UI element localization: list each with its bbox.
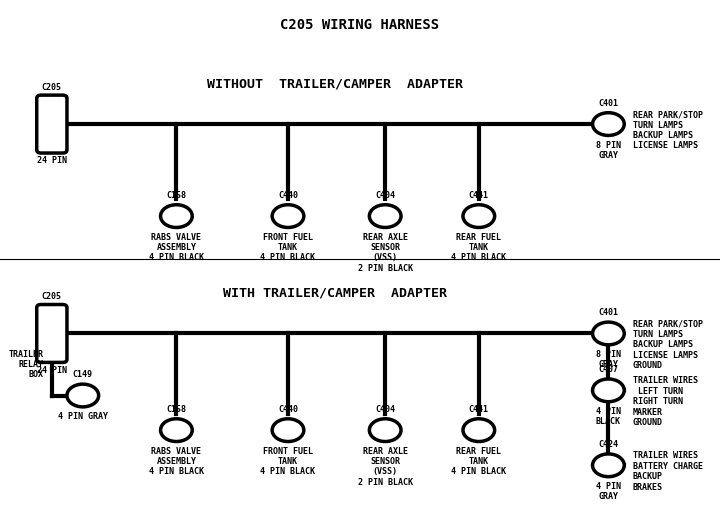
Text: REAR PARK/STOP
TURN LAMPS
BACKUP LAMPS
LICENSE LAMPS
GROUND: REAR PARK/STOP TURN LAMPS BACKUP LAMPS L… (633, 320, 703, 370)
Circle shape (463, 205, 495, 227)
Text: C205: C205 (42, 293, 62, 301)
Text: 8 PIN
GRAY: 8 PIN GRAY (596, 350, 621, 370)
Text: C205: C205 (42, 83, 62, 92)
Text: 8 PIN
GRAY: 8 PIN GRAY (596, 141, 621, 160)
Circle shape (593, 379, 624, 402)
Text: C149: C149 (73, 370, 93, 379)
Text: REAR AXLE
SENSOR
(VSS)
2 PIN BLACK: REAR AXLE SENSOR (VSS) 2 PIN BLACK (358, 447, 413, 487)
Text: C404: C404 (375, 405, 395, 414)
Text: C158: C158 (166, 405, 186, 414)
FancyBboxPatch shape (37, 305, 67, 362)
Text: C205 WIRING HARNESS: C205 WIRING HARNESS (280, 18, 440, 32)
Circle shape (272, 205, 304, 227)
Circle shape (593, 454, 624, 477)
Text: FRONT FUEL
TANK
4 PIN BLACK: FRONT FUEL TANK 4 PIN BLACK (261, 233, 315, 263)
Text: TRAILER WIRES
BATTERY CHARGE
BACKUP
BRAKES: TRAILER WIRES BATTERY CHARGE BACKUP BRAK… (633, 451, 703, 492)
Text: FRONT FUEL
TANK
4 PIN BLACK: FRONT FUEL TANK 4 PIN BLACK (261, 447, 315, 477)
Text: 4 PIN GRAY: 4 PIN GRAY (58, 412, 108, 421)
Text: RABS VALVE
ASSEMBLY
4 PIN BLACK: RABS VALVE ASSEMBLY 4 PIN BLACK (149, 233, 204, 263)
Text: 4 PIN
GRAY: 4 PIN GRAY (596, 482, 621, 501)
Text: 24 PIN: 24 PIN (37, 366, 67, 374)
Circle shape (463, 419, 495, 442)
Text: WITH TRAILER/CAMPER  ADAPTER: WITH TRAILER/CAMPER ADAPTER (222, 287, 447, 300)
Text: C404: C404 (375, 191, 395, 200)
Text: C158: C158 (166, 191, 186, 200)
Circle shape (161, 419, 192, 442)
Text: TRAILER WIRES
 LEFT TURN
RIGHT TURN
MARKER
GROUND: TRAILER WIRES LEFT TURN RIGHT TURN MARKE… (633, 376, 698, 427)
Text: C440: C440 (278, 191, 298, 200)
Text: REAR FUEL
TANK
4 PIN BLACK: REAR FUEL TANK 4 PIN BLACK (451, 233, 506, 263)
Text: C441: C441 (469, 191, 489, 200)
Text: C441: C441 (469, 405, 489, 414)
Text: C440: C440 (278, 405, 298, 414)
Text: 24 PIN: 24 PIN (37, 156, 67, 165)
Circle shape (369, 419, 401, 442)
Text: REAR FUEL
TANK
4 PIN BLACK: REAR FUEL TANK 4 PIN BLACK (451, 447, 506, 477)
Circle shape (67, 384, 99, 407)
Text: WITHOUT  TRAILER/CAMPER  ADAPTER: WITHOUT TRAILER/CAMPER ADAPTER (207, 78, 463, 90)
Text: C407: C407 (598, 365, 618, 374)
Text: 4 PIN
BLACK: 4 PIN BLACK (596, 407, 621, 427)
Circle shape (593, 113, 624, 135)
Circle shape (272, 419, 304, 442)
Text: RABS VALVE
ASSEMBLY
4 PIN BLACK: RABS VALVE ASSEMBLY 4 PIN BLACK (149, 447, 204, 477)
Text: C424: C424 (598, 440, 618, 449)
Text: TRAILER
RELAY
BOX: TRAILER RELAY BOX (8, 349, 43, 379)
Text: REAR PARK/STOP
TURN LAMPS
BACKUP LAMPS
LICENSE LAMPS: REAR PARK/STOP TURN LAMPS BACKUP LAMPS L… (633, 110, 703, 150)
Text: REAR AXLE
SENSOR
(VSS)
2 PIN BLACK: REAR AXLE SENSOR (VSS) 2 PIN BLACK (358, 233, 413, 273)
Text: C401: C401 (598, 308, 618, 317)
FancyBboxPatch shape (37, 95, 67, 153)
Circle shape (161, 205, 192, 227)
Text: C401: C401 (598, 99, 618, 108)
Circle shape (369, 205, 401, 227)
Circle shape (593, 322, 624, 345)
